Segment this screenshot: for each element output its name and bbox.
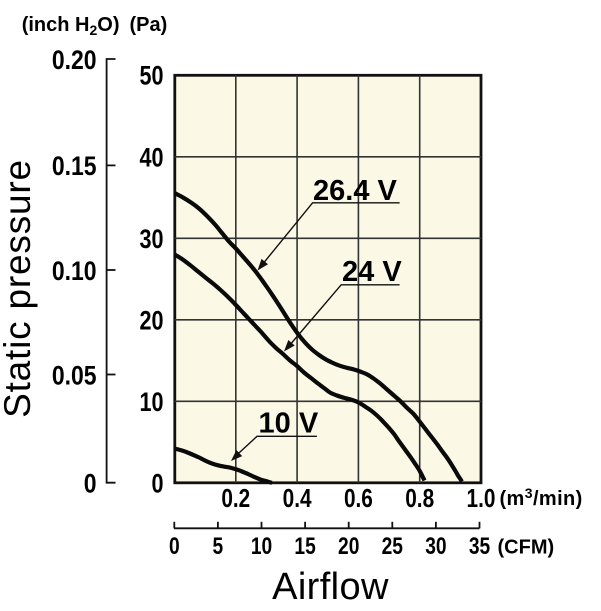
svg-text:30: 30	[139, 225, 163, 255]
svg-text:26.4 V: 26.4 V	[313, 175, 397, 207]
svg-text:10: 10	[139, 388, 163, 418]
svg-text:0.2: 0.2	[221, 484, 250, 513]
svg-text:15: 15	[294, 532, 315, 560]
svg-text:30: 30	[425, 532, 446, 560]
svg-text:0.15: 0.15	[52, 151, 97, 181]
svg-text:35: 35	[469, 532, 490, 560]
svg-text:(Pa): (Pa)	[130, 14, 168, 36]
svg-text:0.8: 0.8	[405, 484, 434, 513]
svg-text:20: 20	[139, 306, 163, 336]
svg-text:Static pressure: Static pressure	[0, 159, 38, 418]
svg-text:0.10: 0.10	[52, 256, 97, 286]
svg-text:(m3/min): (m3/min)	[500, 485, 583, 510]
svg-text:Airflow: Airflow	[272, 566, 389, 608]
svg-text:0: 0	[84, 469, 97, 499]
svg-text:(CFM): (CFM)	[498, 537, 555, 559]
svg-text:(inch H2O): (inch H2O)	[22, 14, 120, 38]
svg-text:5: 5	[213, 532, 224, 560]
svg-text:40: 40	[139, 143, 163, 173]
svg-text:1.0: 1.0	[467, 484, 496, 513]
svg-text:25: 25	[382, 532, 403, 560]
svg-text:0.6: 0.6	[344, 484, 373, 513]
svg-text:50: 50	[139, 61, 163, 91]
svg-text:0.20: 0.20	[52, 45, 97, 75]
svg-text:0: 0	[151, 469, 163, 499]
svg-text:20: 20	[338, 532, 359, 560]
svg-text:0.05: 0.05	[52, 361, 97, 391]
svg-text:10 V: 10 V	[259, 407, 319, 439]
svg-text:10: 10	[251, 532, 272, 560]
svg-text:24 V: 24 V	[342, 256, 402, 288]
svg-text:0.4: 0.4	[283, 484, 312, 513]
svg-text:0: 0	[169, 532, 180, 560]
